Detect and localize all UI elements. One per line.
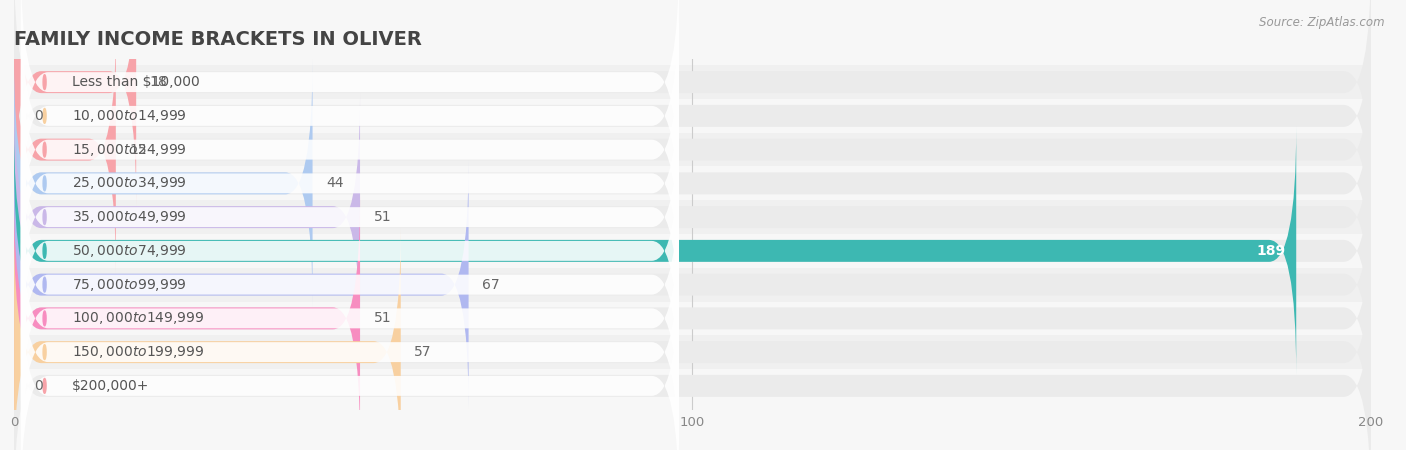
- FancyBboxPatch shape: [14, 26, 1371, 274]
- FancyBboxPatch shape: [14, 0, 1371, 240]
- Circle shape: [44, 75, 46, 90]
- Text: FAMILY INCOME BRACKETS IN OLIVER: FAMILY INCOME BRACKETS IN OLIVER: [14, 30, 422, 49]
- Text: 67: 67: [482, 278, 499, 292]
- Bar: [14, 268, 1371, 302]
- Text: Source: ZipAtlas.com: Source: ZipAtlas.com: [1260, 16, 1385, 29]
- FancyBboxPatch shape: [14, 59, 1371, 307]
- Bar: [14, 302, 1371, 335]
- FancyBboxPatch shape: [14, 262, 1371, 450]
- Bar: [14, 133, 1371, 166]
- FancyBboxPatch shape: [21, 126, 679, 376]
- FancyBboxPatch shape: [21, 0, 679, 207]
- Text: $100,000 to $149,999: $100,000 to $149,999: [72, 310, 204, 326]
- FancyBboxPatch shape: [14, 127, 1371, 375]
- Text: $10,000 to $14,999: $10,000 to $14,999: [72, 108, 187, 124]
- Circle shape: [44, 345, 46, 360]
- Circle shape: [44, 142, 46, 157]
- Text: $35,000 to $49,999: $35,000 to $49,999: [72, 209, 187, 225]
- Text: 18: 18: [150, 75, 167, 89]
- Bar: [14, 234, 1371, 268]
- FancyBboxPatch shape: [14, 161, 1371, 409]
- FancyBboxPatch shape: [21, 194, 679, 443]
- Text: 0: 0: [34, 109, 44, 123]
- FancyBboxPatch shape: [14, 228, 401, 450]
- Circle shape: [44, 378, 46, 393]
- Bar: [14, 166, 1371, 200]
- FancyBboxPatch shape: [14, 127, 1296, 375]
- Circle shape: [44, 210, 46, 225]
- Text: 189: 189: [1257, 244, 1286, 258]
- Text: $200,000+: $200,000+: [72, 379, 149, 393]
- FancyBboxPatch shape: [14, 0, 1371, 206]
- Bar: [14, 65, 1371, 99]
- Circle shape: [44, 176, 46, 191]
- FancyBboxPatch shape: [21, 160, 679, 410]
- Text: 51: 51: [374, 311, 391, 325]
- FancyBboxPatch shape: [14, 93, 360, 341]
- Text: 15: 15: [129, 143, 148, 157]
- Text: $15,000 to $24,999: $15,000 to $24,999: [72, 142, 187, 158]
- Text: $50,000 to $74,999: $50,000 to $74,999: [72, 243, 187, 259]
- FancyBboxPatch shape: [14, 0, 136, 206]
- Text: $150,000 to $199,999: $150,000 to $199,999: [72, 344, 204, 360]
- Text: 51: 51: [374, 210, 391, 224]
- FancyBboxPatch shape: [14, 228, 1371, 450]
- FancyBboxPatch shape: [21, 261, 679, 450]
- Circle shape: [44, 243, 46, 258]
- FancyBboxPatch shape: [21, 0, 679, 241]
- Circle shape: [44, 311, 46, 326]
- FancyBboxPatch shape: [21, 92, 679, 342]
- FancyBboxPatch shape: [14, 26, 115, 274]
- FancyBboxPatch shape: [14, 59, 312, 307]
- FancyBboxPatch shape: [14, 194, 360, 442]
- Text: $75,000 to $99,999: $75,000 to $99,999: [72, 277, 187, 292]
- FancyBboxPatch shape: [14, 194, 1371, 442]
- FancyBboxPatch shape: [21, 25, 679, 274]
- Circle shape: [44, 277, 46, 292]
- FancyBboxPatch shape: [21, 227, 679, 450]
- Text: 44: 44: [326, 176, 343, 190]
- Text: Less than $10,000: Less than $10,000: [72, 75, 200, 89]
- Circle shape: [44, 108, 46, 123]
- Text: 0: 0: [34, 379, 44, 393]
- Bar: [14, 200, 1371, 234]
- Text: $25,000 to $34,999: $25,000 to $34,999: [72, 176, 187, 191]
- Bar: [14, 369, 1371, 403]
- Text: 57: 57: [415, 345, 432, 359]
- FancyBboxPatch shape: [21, 58, 679, 308]
- Bar: [14, 99, 1371, 133]
- FancyBboxPatch shape: [14, 161, 468, 409]
- FancyBboxPatch shape: [14, 93, 1371, 341]
- Bar: [14, 335, 1371, 369]
